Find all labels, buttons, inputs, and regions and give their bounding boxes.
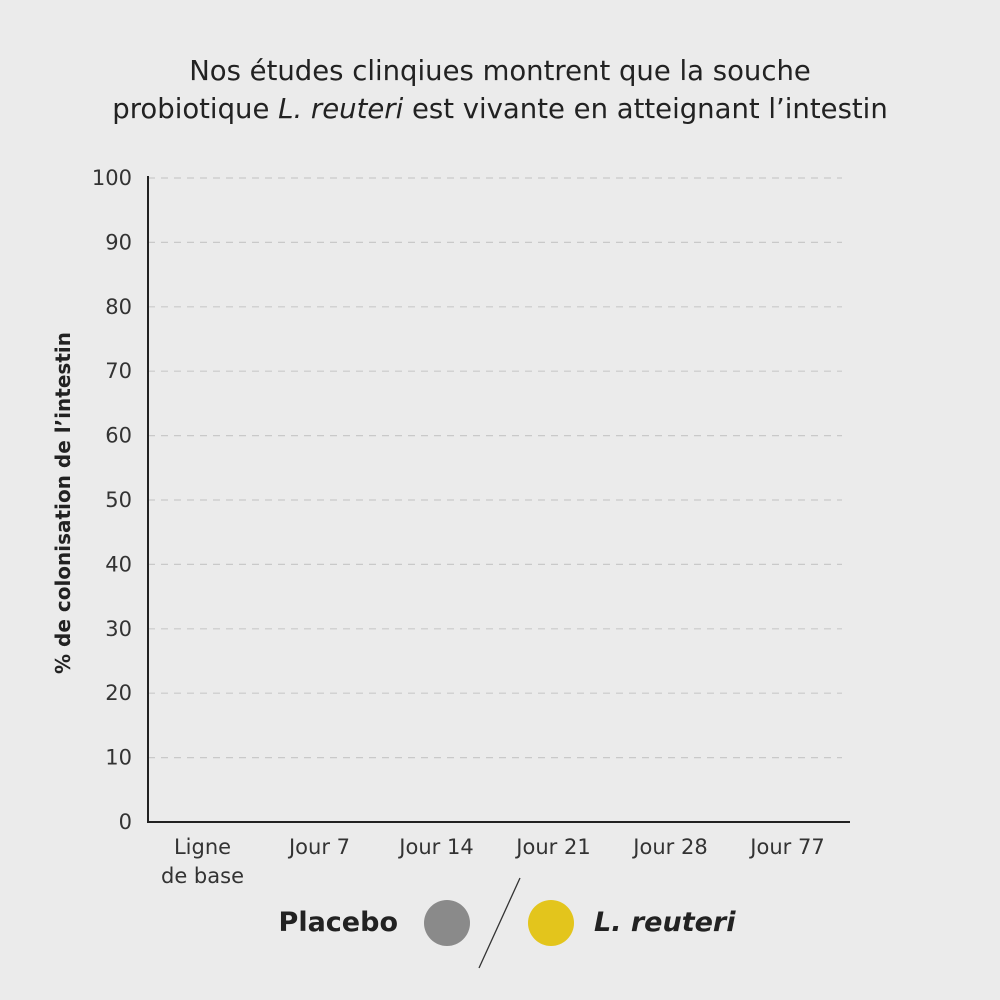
legend-label-reuteri: L. reuteri [594,907,736,938]
grid-lines [148,177,842,759]
y-tick-label: 30 [105,617,132,641]
x-category-label-line: Jour 7 [287,835,350,859]
y-tick-labels: 0 10 20 30 40 50 60 70 80 90 100 [92,166,132,834]
y-tick-label: 20 [105,681,132,705]
y-tick-label: 70 [105,359,132,383]
x-category-labels: Ligne de base Jour 7 Jour 14 Jour 21 Jour 28 J… [161,835,825,888]
x-category-label: Jour 21 [514,835,590,859]
y-tick-label: 100 [92,166,132,190]
x-category-label: Jour 28 [631,835,707,859]
legend: Placebo L. reuteri [279,877,736,969]
x-category-label-line: Jour 21 [514,835,590,859]
y-tick-label: 40 [105,552,132,576]
axes [147,176,850,823]
x-category-label-line: Jour 14 [397,835,473,859]
x-category-label-line: Jour 28 [631,835,707,859]
y-tick-label: 0 [119,810,132,834]
y-axis-label: % de colonisation de l’intestin [51,332,75,674]
x-category-label-line: Ligne [174,835,231,859]
y-tick-label: 60 [105,424,132,448]
chart-title-line-1: Nos études clinqiues montrent que la sou… [189,55,811,87]
chart-title-line-2-prefix: probiotique [112,93,279,125]
y-tick-label: 90 [105,230,132,254]
x-category-label-line: de base [161,864,244,888]
chart-title-line-2: probiotique L. reuteri est vivante en at… [0,90,1000,128]
x-category-label: Ligne de base [161,835,244,888]
legend-swatch-placebo [424,900,470,946]
chart-title-line-2-italic: L. reuteri [278,93,404,125]
x-category-label: Jour 14 [397,835,473,859]
chart-title: Nos études clinqiues montrent que la sou… [0,52,1000,128]
y-tick-label: 50 [105,488,132,512]
y-tick-label: 10 [105,746,132,770]
chart-title-line-2-suffix: est vivante en atteignant l’intestin [403,93,888,125]
x-category-label-line: Jour 77 [748,835,824,859]
legend-swatch-reuteri [528,900,574,946]
legend-label-placebo: Placebo [279,907,398,938]
y-tick-label: 80 [105,295,132,319]
x-category-label: Jour 77 [748,835,824,859]
x-category-label: Jour 7 [287,835,350,859]
legend-divider [478,877,521,969]
